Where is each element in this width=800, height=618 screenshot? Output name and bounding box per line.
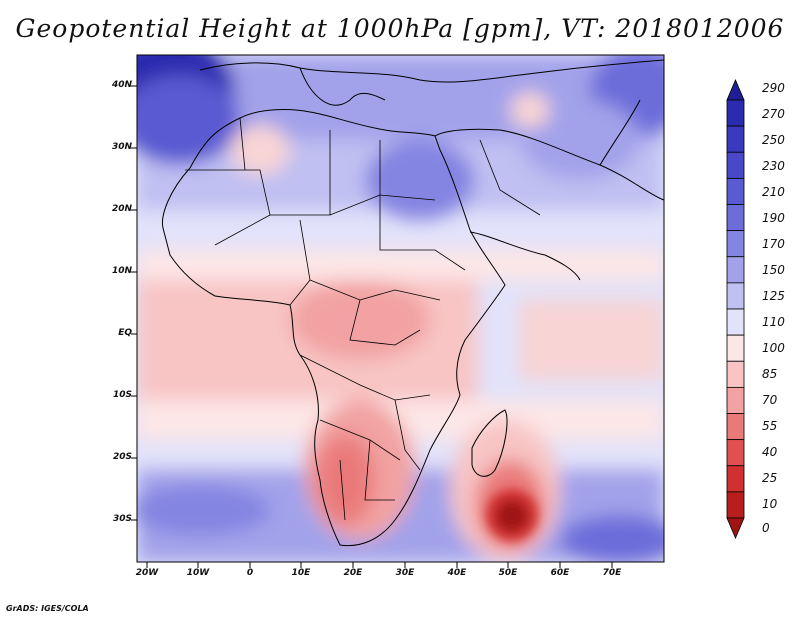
colorbar-label: 290	[762, 81, 785, 95]
plot-frame	[136, 54, 665, 563]
axis-ticks	[131, 85, 613, 568]
colorbar-label: 100	[762, 341, 785, 355]
height-field	[137, 55, 664, 562]
colorbar-label: 250	[762, 133, 785, 147]
lon-label-30e: 30E	[395, 568, 415, 578]
lon-label-20e: 20E	[343, 568, 363, 578]
colorbar-swatch	[726, 177, 745, 205]
colorbar-label: 210	[762, 185, 785, 199]
colorbar-label: 10	[762, 497, 778, 511]
colorbar-swatch	[726, 439, 745, 467]
lat-label-40n: 40N	[111, 80, 132, 90]
colorbar-swatch	[726, 99, 745, 127]
country-borders	[185, 117, 541, 521]
lon-label-50e: 50E	[498, 568, 518, 578]
colorbar-label: 85	[762, 367, 778, 381]
colorbar-swatch	[726, 334, 745, 362]
lat-label-eq: EQ	[118, 328, 132, 338]
lat-label-20s: 20S	[112, 452, 132, 462]
lon-label-20w: 20W	[135, 568, 159, 578]
colorbar-swatch	[726, 256, 745, 284]
colorbar	[726, 78, 745, 540]
lon-label-0: 0	[246, 568, 254, 578]
colorbar-swatch	[726, 308, 745, 336]
colorbar-label: 0	[762, 521, 770, 535]
colorbar-label: 170	[762, 237, 785, 251]
colorbar-swatch	[726, 360, 745, 388]
colorbar-swatch	[726, 413, 745, 441]
lon-label-40e: 40E	[447, 568, 467, 578]
colorbar-label: 70	[762, 393, 778, 407]
colorbar-label: 230	[762, 159, 785, 173]
lat-label-10s: 10S	[112, 390, 132, 400]
lat-label-10n: 10N	[111, 266, 132, 276]
lat-label-30s: 30S	[112, 514, 132, 524]
colorbar-label: 25	[762, 471, 778, 485]
colorbar-label: 125	[762, 289, 785, 303]
colorbar-swatch	[726, 465, 745, 493]
colorbar-label: 55	[762, 419, 778, 433]
colorbar-label: 190	[762, 211, 785, 225]
colorbar-swatch	[726, 125, 745, 153]
colorbar-swatch	[726, 204, 745, 232]
colorbar-label: 270	[762, 107, 785, 121]
lon-label-60e: 60E	[550, 568, 570, 578]
colorbar-swatch	[726, 282, 745, 310]
colorbar-swatch	[726, 230, 745, 258]
lon-label-70e: 70E	[602, 568, 622, 578]
colorbar-label: 110	[762, 315, 785, 329]
lat-label-20n: 20N	[111, 204, 132, 214]
colorbar-swatch	[726, 386, 745, 414]
lat-label-30n: 30N	[111, 142, 132, 152]
lon-label-10w: 10W	[186, 568, 210, 578]
colorbar-label: 40	[762, 445, 778, 459]
colorbar-label: 150	[762, 263, 785, 277]
grads-credit: GrADS: IGES/COLA	[6, 604, 89, 613]
colorbar-top-triangle	[726, 78, 745, 101]
colorbar-swatch	[726, 151, 745, 179]
colorbar-bottom-triangle	[726, 517, 745, 540]
lon-label-10e: 10E	[291, 568, 311, 578]
map-title: Geopotential Height at 1000hPa [gpm], VT…	[15, 14, 785, 43]
colorbar-swatch	[726, 491, 745, 519]
